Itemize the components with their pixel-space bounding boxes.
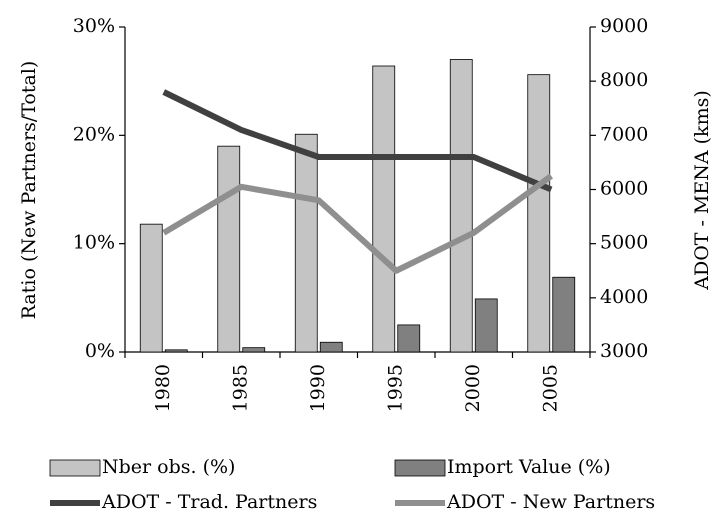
bar xyxy=(527,74,551,353)
line xyxy=(162,89,553,193)
y2-tick-label: 4000 xyxy=(600,286,648,308)
bar xyxy=(139,223,163,353)
bar xyxy=(397,324,421,353)
y-tick-label: 20% xyxy=(73,123,115,145)
bar xyxy=(242,347,266,353)
legend-swatch xyxy=(394,459,446,477)
legend-label: Nber obs. (%) xyxy=(102,456,235,478)
bar xyxy=(164,349,188,353)
bar xyxy=(552,276,576,353)
legend-label: ADOT - Trad. Partners xyxy=(101,491,317,512)
bar xyxy=(474,298,498,353)
y2-tick-label: 3000 xyxy=(600,340,648,362)
x-tick-label: 2005 xyxy=(539,364,561,412)
y2-axis-title: ADOT - MENA (kms) xyxy=(691,90,713,291)
bar xyxy=(294,133,318,353)
legend-swatch xyxy=(49,459,101,477)
y-tick-label: 0% xyxy=(85,340,115,362)
bar xyxy=(449,59,473,353)
y-tick-label: 30% xyxy=(73,15,115,37)
y2-tick-label: 6000 xyxy=(600,178,648,200)
y2-tick-label: 5000 xyxy=(600,232,648,254)
legend-label: ADOT - New Partners xyxy=(446,491,655,512)
y-axis-title: Ratio (New Partners/Total) xyxy=(18,61,40,320)
bar xyxy=(217,145,241,353)
y2-tick-label: 7000 xyxy=(600,123,648,145)
y-tick-label: 10% xyxy=(73,232,115,254)
x-tick-label: 1985 xyxy=(229,364,251,412)
x-tick-label: 1990 xyxy=(307,364,329,412)
bar xyxy=(372,65,396,353)
x-tick-label: 2000 xyxy=(462,364,484,412)
bar xyxy=(319,341,343,353)
x-tick-label: 1995 xyxy=(384,364,406,412)
line xyxy=(162,173,554,274)
legend-label: Import Value (%) xyxy=(447,456,611,478)
y2-tick-label: 9000 xyxy=(600,15,648,37)
x-tick-label: 1980 xyxy=(152,364,174,412)
y2-tick-label: 8000 xyxy=(600,69,648,91)
